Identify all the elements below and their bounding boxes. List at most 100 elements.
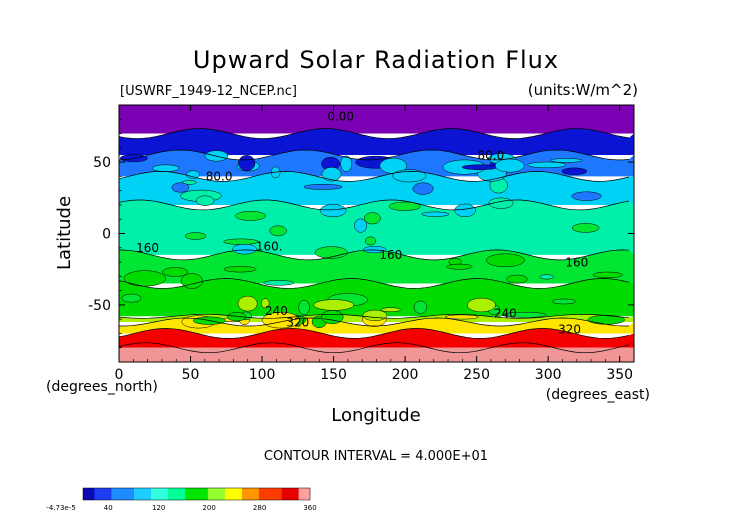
contour-patch (551, 298, 577, 305)
contour-patch (321, 167, 342, 182)
contour-patch (571, 223, 600, 233)
colorbar-cell (151, 488, 158, 500)
contour-patch (232, 243, 257, 255)
colorbar-cell (83, 488, 89, 500)
contour-patch (123, 270, 166, 287)
colorbar-cell (224, 488, 231, 500)
contour-patch (502, 311, 547, 318)
y-tick-label: 50 (93, 155, 111, 171)
colorbar-cell (196, 488, 203, 500)
contour-patch (238, 155, 256, 172)
heatmap-band (119, 328, 634, 348)
contour-label: 80.0 (478, 148, 505, 162)
contour-patch (454, 203, 476, 218)
colorbar-tick-label: 40 (104, 504, 113, 512)
colorbar-cell (168, 488, 175, 500)
contour-patch (237, 295, 258, 312)
colorbar-cell (219, 488, 226, 500)
contour-patch (162, 267, 189, 277)
contour-patch (494, 158, 525, 173)
colorbar-cell (236, 488, 243, 500)
contour-patch (461, 164, 498, 170)
colorbar-cell (173, 488, 180, 500)
colorbar-cell (185, 488, 192, 500)
plot-details (118, 128, 630, 354)
contour-patch (467, 297, 496, 313)
contour-line (119, 317, 629, 327)
y-axis: 50 0 -50 (88, 118, 634, 349)
contour-patch (269, 225, 287, 237)
contour-line (118, 342, 630, 354)
colorbar-cell (298, 488, 305, 500)
heatmap-band (119, 318, 634, 334)
contour-interval-text: CONTOUR INTERVAL = 4.000E+01 (264, 449, 488, 464)
x-units-label: (degrees_east) (546, 387, 650, 403)
contour-patch (388, 201, 421, 211)
colorbar-cell (117, 488, 124, 500)
contour-patch (313, 299, 355, 311)
colorbar-cell (304, 488, 311, 500)
colorbar-cell (207, 488, 214, 500)
contour-label: 240 (494, 307, 517, 321)
x-axis-label: Longitude (331, 405, 421, 426)
contour-patch (446, 263, 473, 270)
contour-patch (392, 169, 427, 183)
contour-patch (235, 211, 266, 221)
colorbar-cell (128, 488, 135, 500)
contour-label: 160. (256, 240, 283, 254)
contour-patch (561, 167, 588, 175)
contour-patch (506, 274, 528, 284)
contour-line (118, 313, 630, 319)
colorbar-cell (134, 488, 141, 500)
contour-patch (303, 184, 343, 190)
colorbar-cell (292, 488, 299, 500)
contour-patch (354, 218, 368, 233)
contour-line (118, 278, 630, 289)
colorbar-tick-label: 120 (152, 504, 165, 512)
contour-patch (362, 309, 388, 321)
colorbar-tick-labels: -4.73e-5 40 120 200 280 360 (46, 504, 316, 512)
contour-line (118, 171, 630, 182)
colorbar-cell (179, 488, 186, 500)
x-tick-label: 350 (606, 367, 633, 383)
contour-line (118, 199, 630, 211)
colorbar-cell (111, 488, 118, 500)
colorbar-cell (241, 488, 248, 500)
contour-patch (184, 232, 207, 240)
plot-area (119, 105, 634, 362)
contour-label: 160 (565, 255, 588, 269)
heatmap-band (119, 128, 634, 155)
y-axis-label: Latitude (54, 196, 75, 270)
contour-patch (319, 204, 347, 218)
x-tick-label: 250 (463, 367, 490, 383)
contour-label: 0.00 (327, 110, 354, 124)
colorbar-cell (264, 488, 271, 500)
y-units-label: (degrees_north) (46, 379, 158, 395)
colorbar-cell (275, 488, 282, 500)
colorbar-cell (270, 488, 277, 500)
contour-line (118, 128, 630, 139)
contour-patch (421, 211, 450, 217)
colorbar-cell (213, 488, 220, 500)
contour-patch (260, 298, 270, 309)
x-tick-label: 200 (392, 367, 419, 383)
contour-line (118, 328, 630, 339)
colorbar-cell (145, 488, 152, 500)
contour-patch (121, 293, 142, 303)
colorbar (82, 487, 311, 501)
contour-label: 80.0 (206, 170, 233, 184)
contour-patch (539, 274, 554, 280)
contour-patch (261, 312, 301, 329)
contour-patch (592, 271, 623, 279)
colorbar-frame (82, 487, 311, 501)
colorbar-cell (94, 488, 101, 500)
units-label: (units:W/m^2) (528, 81, 638, 99)
contour-patch (171, 182, 190, 193)
colorbar-cell (105, 488, 112, 500)
colorbar-cell (162, 488, 169, 500)
colorbar-cell (247, 488, 254, 500)
heatmap-band (119, 347, 634, 362)
chart-title: Upward Solar Radiation Flux (193, 46, 559, 74)
